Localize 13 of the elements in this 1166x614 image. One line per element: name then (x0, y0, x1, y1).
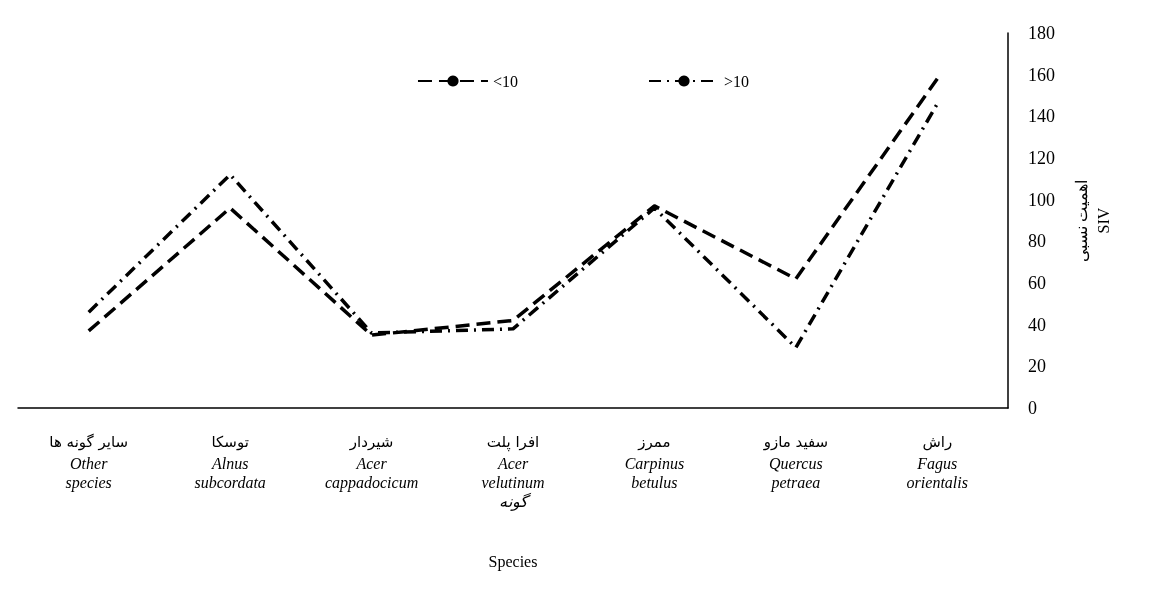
x-axis-title: Species (488, 552, 538, 571)
y-tick-label: 140 (1028, 106, 1055, 127)
y-tick-label: 120 (1028, 148, 1055, 168)
y-tick-label: 60 (1028, 273, 1046, 293)
legend-label: >10 (724, 72, 750, 90)
y-tick-label: 40 (1028, 314, 1046, 335)
legend-label: <10 (492, 72, 519, 90)
y-tick-label: 20 (1028, 356, 1046, 377)
y-tick-label: 0 (1028, 398, 1037, 418)
y-tick-label: 160 (1028, 64, 1055, 85)
y-tick-label: 100 (1028, 189, 1055, 210)
y-tick-label: 80 (1028, 231, 1046, 252)
y-tick-label: 180 (1028, 23, 1055, 43)
